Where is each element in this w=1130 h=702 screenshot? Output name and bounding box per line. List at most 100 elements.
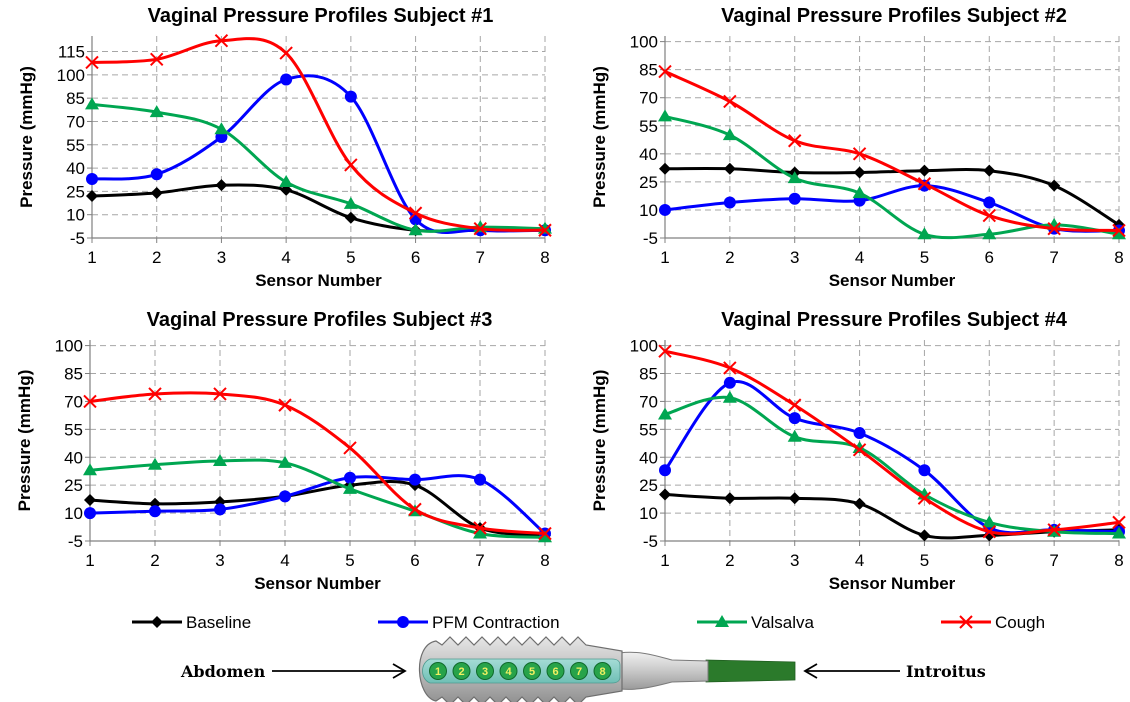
data-point [83, 394, 97, 409]
sensor-number: 7 [576, 666, 582, 678]
data-point [853, 497, 866, 510]
y-tick-label: 40 [639, 145, 658, 164]
y-axis-title: Pressure (mmHg) [17, 66, 36, 208]
data-point [723, 492, 736, 505]
data-point [278, 398, 292, 412]
y-tick-label: 70 [639, 89, 658, 108]
data-point [86, 190, 98, 203]
x-tick-label: 5 [920, 551, 929, 570]
y-tick-label: 85 [639, 61, 658, 80]
data-point [409, 473, 421, 486]
data-point [852, 443, 867, 457]
data-point [279, 490, 291, 503]
data-point [852, 440, 867, 453]
data-point [538, 223, 552, 237]
series-line [91, 37, 546, 232]
legend-label: Valsalva [751, 613, 815, 632]
x-tick-label: 7 [1049, 248, 1058, 267]
y-tick-label: 25 [639, 173, 658, 192]
data-point [788, 492, 801, 505]
x-tick-label: 6 [411, 248, 420, 267]
chart-subject-1: Vaginal Pressure Profiles Subject #1 -5 10… [17, 5, 552, 290]
y-tick-label: 25 [64, 476, 83, 495]
data-point [659, 162, 671, 175]
data-point [279, 175, 294, 188]
data-point [917, 177, 932, 191]
legend-marker [959, 615, 973, 629]
data-point [473, 521, 487, 535]
data-point [84, 507, 96, 520]
x-tick-label: 5 [346, 248, 355, 267]
x-tick-label: 2 [725, 551, 734, 570]
y-tick-label: 40 [64, 448, 83, 467]
data-point [853, 427, 866, 440]
series-cough [85, 33, 552, 237]
data-point [343, 441, 357, 455]
abdomen-label: Abdomen [180, 662, 266, 681]
series-valsalva [83, 453, 552, 543]
y-tick-label: -5 [70, 229, 85, 248]
y-tick-label: 10 [639, 201, 658, 220]
data-point [722, 390, 737, 403]
data-point [473, 221, 487, 236]
x-tick-label: 4 [855, 248, 864, 267]
x-tick-label: 1 [85, 551, 94, 570]
x-tick-label: 4 [280, 551, 289, 570]
chart-title: Vaginal Pressure Profiles Subject #1 [148, 5, 494, 27]
y-tick-label: -5 [68, 532, 83, 551]
probe-device: 1 2 3 4 5 6 7 8 [418, 636, 796, 702]
data-point [787, 429, 802, 442]
y-tick-label: 55 [639, 420, 658, 439]
sensor-dot [593, 662, 612, 680]
data-point [278, 455, 292, 468]
abdomen-arrow [272, 663, 407, 679]
data-point [722, 128, 737, 141]
legend-item-baseline: Baseline [132, 613, 251, 632]
data-point [214, 33, 229, 48]
data-point [1047, 221, 1061, 236]
series-line [89, 480, 546, 537]
data-point [917, 491, 932, 505]
y-axis-title: Pressure (mmHg) [590, 66, 609, 208]
data-point [788, 134, 802, 148]
series-line [664, 70, 1120, 232]
data-point [408, 502, 422, 517]
data-point [723, 94, 737, 109]
x-tick-label: 5 [345, 551, 354, 570]
grid [665, 36, 1120, 238]
data-point [150, 168, 163, 181]
x-tick-label: 2 [725, 248, 734, 267]
y-tick-label: 100 [630, 33, 658, 52]
x-axis-title: Sensor Number [829, 271, 956, 290]
sensor-dot [499, 662, 518, 680]
y-tick-label: 55 [64, 420, 83, 439]
series-line [89, 458, 546, 539]
y-tick-label: 100 [55, 337, 83, 356]
y-tick-label: 100 [630, 337, 658, 356]
x-tick-label: 7 [475, 551, 484, 570]
data-point [344, 90, 357, 103]
data-point [723, 196, 736, 209]
x-tick-label: 6 [985, 248, 994, 267]
series-line [664, 167, 1120, 227]
legend-marker [397, 616, 409, 628]
chart-title: Vaginal Pressure Profiles Subject #2 [721, 5, 1067, 27]
data-point [659, 203, 671, 216]
grid [90, 340, 546, 541]
y-tick-label: 70 [64, 392, 83, 411]
data-point [852, 147, 867, 161]
x-tick-label: 2 [152, 248, 161, 267]
data-point [83, 463, 97, 476]
x-tick-label: 3 [215, 551, 224, 570]
data-point [215, 179, 228, 192]
sensor-dot [429, 662, 447, 680]
x-tick-label: 8 [1114, 551, 1123, 570]
legend-marker [151, 616, 163, 628]
data-point [538, 530, 552, 543]
data-point [214, 503, 226, 516]
data-point [658, 344, 672, 358]
data-point [659, 488, 671, 501]
data-point [474, 473, 486, 486]
legend-item-cough: Cough [941, 613, 1045, 632]
series-cough [658, 344, 1126, 539]
